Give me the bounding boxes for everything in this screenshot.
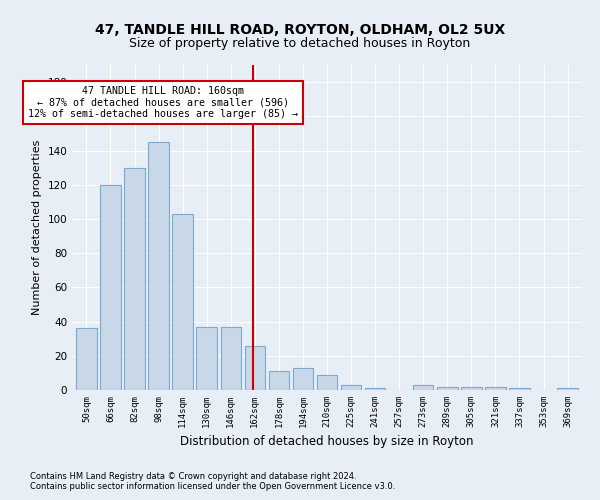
- Bar: [221, 326, 241, 390]
- Bar: [437, 386, 458, 390]
- Bar: [461, 386, 482, 390]
- Bar: [509, 388, 530, 390]
- Bar: [413, 385, 433, 390]
- Text: 47 TANDLE HILL ROAD: 160sqm
← 87% of detached houses are smaller (596)
12% of se: 47 TANDLE HILL ROAD: 160sqm ← 87% of det…: [28, 86, 298, 118]
- Bar: [76, 328, 97, 390]
- Bar: [557, 388, 578, 390]
- Bar: [196, 326, 217, 390]
- Bar: [100, 184, 121, 390]
- Text: Contains HM Land Registry data © Crown copyright and database right 2024.: Contains HM Land Registry data © Crown c…: [30, 472, 356, 481]
- Text: Contains public sector information licensed under the Open Government Licence v3: Contains public sector information licen…: [30, 482, 395, 491]
- Bar: [317, 374, 337, 390]
- X-axis label: Distribution of detached houses by size in Royton: Distribution of detached houses by size …: [180, 436, 474, 448]
- Bar: [269, 371, 289, 390]
- Bar: [172, 214, 193, 390]
- Bar: [293, 368, 313, 390]
- Bar: [124, 168, 145, 390]
- Y-axis label: Number of detached properties: Number of detached properties: [32, 140, 42, 315]
- Bar: [245, 346, 265, 390]
- Text: Size of property relative to detached houses in Royton: Size of property relative to detached ho…: [130, 38, 470, 51]
- Bar: [341, 385, 361, 390]
- Bar: [148, 142, 169, 390]
- Bar: [485, 386, 506, 390]
- Bar: [365, 388, 385, 390]
- Text: 47, TANDLE HILL ROAD, ROYTON, OLDHAM, OL2 5UX: 47, TANDLE HILL ROAD, ROYTON, OLDHAM, OL…: [95, 22, 505, 36]
